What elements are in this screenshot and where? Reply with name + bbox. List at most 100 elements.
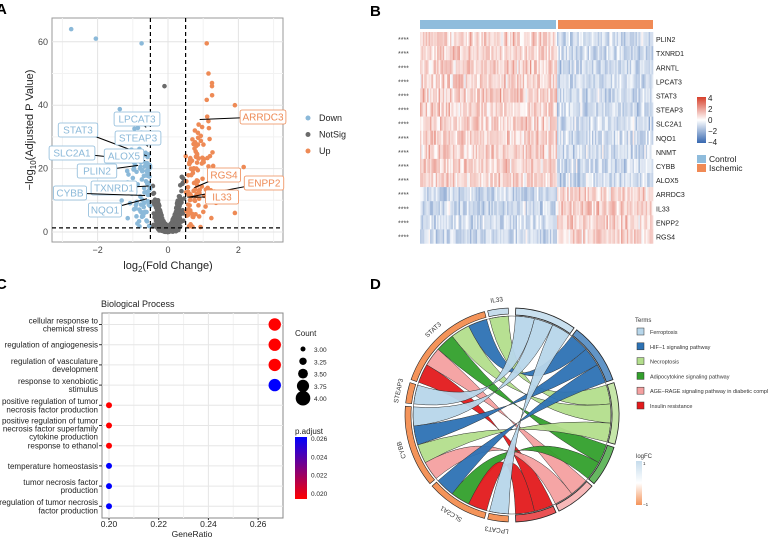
heatmap-cell [441,144,444,160]
heatmap-cell [505,229,508,244]
heatmap-cell [427,215,429,230]
heatmap-cell [622,102,625,117]
heatmap-cell [425,116,428,131]
heatmap-cell [499,32,502,47]
heatmap-cell [554,215,556,230]
heatmap-cell [447,60,449,75]
heatmap-cell [551,74,554,89]
heatmap-cell [532,187,535,202]
x-tick-label: 0.22 [150,519,167,529]
heatmap-cell [538,74,541,89]
heatmap-cell [596,46,599,61]
heatmap-cell [448,144,451,160]
heatmap-cell [591,74,594,89]
heatmap-cell [626,229,629,244]
heatmap-cell [459,187,462,202]
heatmap-cell [514,187,516,202]
heatmap-cell [567,229,569,244]
heatmap-cell [615,187,617,202]
heatmap-cell [448,187,451,202]
x-tick-label: 0.20 [101,519,118,529]
heatmap-cell [559,32,562,47]
heatmap-cell [457,187,459,202]
heatmap-cell [568,32,571,47]
heatmap-cell [434,88,436,103]
heatmap-cell [573,215,575,230]
heatmap-cell [613,201,616,216]
heatmap-cell [422,102,425,117]
count-legend-label: 3.25 [314,359,327,366]
heatmap-cell [587,215,590,230]
gene-label: NQO1 [656,136,676,143]
heatmap-cell [531,74,534,89]
gene-label: ARRDC3 [656,192,685,199]
heatmap-cell [494,130,496,145]
heatmap-cell [432,229,435,244]
heatmap-cell [442,88,445,103]
heatmap-cell [590,102,593,117]
heatmap-cell [420,130,422,145]
data-point-up [195,130,201,136]
heatmap-cell [495,201,498,216]
gene-label-box [48,145,96,161]
data-point [106,422,112,429]
heatmap-cell [568,60,571,75]
heatmap-cell [427,201,429,216]
heatmap-cell [517,144,519,160]
heatmap-cell [444,187,446,202]
heatmap-cell [647,74,649,89]
data-point-down [93,36,99,41]
heatmap-cell [535,32,538,47]
heatmap-cell [459,229,462,244]
heatmap-cell [644,201,647,216]
heatmap-cell [469,201,472,216]
annotation-ischemic [558,20,653,29]
heatmap-cell [504,88,506,103]
heatmap-cell [471,158,474,174]
heatmap-cell [644,74,647,89]
heatmap-cell [452,74,455,89]
heatmap-cell [615,144,617,160]
heatmap-cell [492,173,495,188]
heatmap-cell [631,229,633,244]
heatmap-cell [651,116,654,131]
x-tick-label: 0 [165,245,170,255]
heatmap-cell [571,215,574,230]
heatmap-cell [451,229,454,244]
heatmap-cell [573,116,575,131]
panel-label-b: B [370,3,381,20]
heatmap-cell [625,74,628,89]
heatmap-cell [645,173,648,188]
data-point [268,358,281,372]
heatmap-cell [622,215,625,230]
heatmap-cell [610,60,613,75]
heatmap-cell [578,215,581,230]
heatmap-cell [512,215,515,230]
heatmap-cell [571,102,574,117]
heatmap-cell [488,116,491,131]
heatmap-cell [587,144,590,160]
heatmap-cell [455,46,458,61]
heatmap-cell [618,32,620,47]
heatmap-cell [586,74,588,89]
heatmap-cell [447,74,449,89]
heatmap-cell [606,32,609,47]
heatmap-cell [631,32,633,47]
heatmap-cell [577,88,580,103]
heatmap-cell [631,173,633,188]
heatmap-cell [565,173,568,188]
heatmap-cell [494,158,496,174]
heatmap-cell [424,88,427,103]
heatmap-cell [429,229,432,244]
heatmap-cell [508,88,511,103]
heatmap-cell [467,229,469,244]
heatmap-cell [427,116,429,131]
heatmap-cell [597,46,600,61]
heatmap-cell [469,215,472,230]
data-point-down [134,214,139,219]
heatmap-cell [445,130,448,145]
heatmap-cell [634,74,636,89]
heatmap-cell [455,144,458,160]
heatmap-cell [570,102,572,117]
